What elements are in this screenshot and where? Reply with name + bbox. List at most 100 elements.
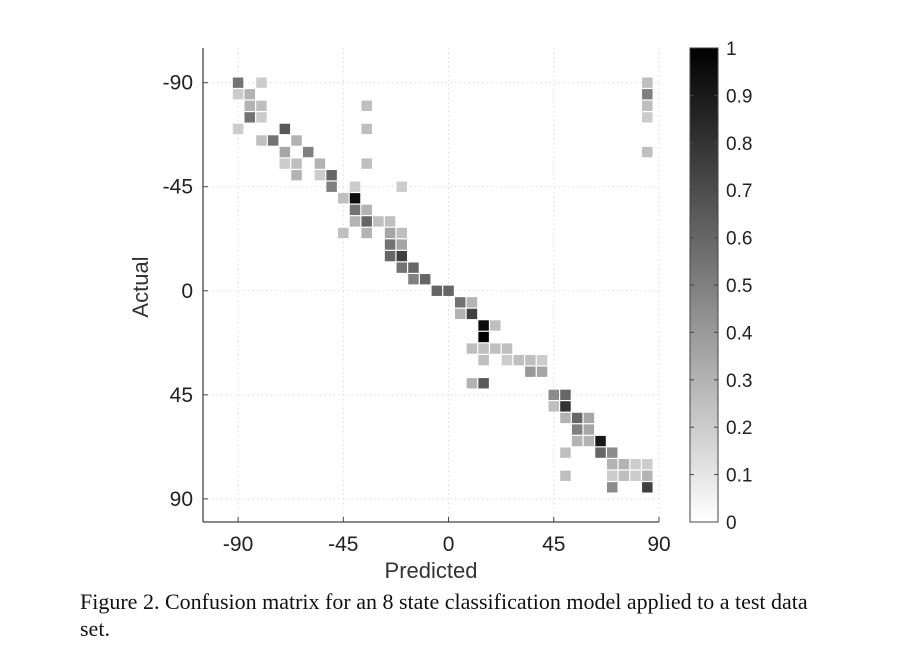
heatmap-cell: [642, 112, 653, 123]
heatmap-cell: [443, 285, 454, 296]
colorbar-tick-label: 0.1: [726, 466, 752, 487]
heatmap-cell: [642, 459, 653, 470]
heatmap-cell: [361, 123, 372, 135]
heatmap-cell: [630, 470, 641, 481]
heatmap-cell: [454, 308, 466, 320]
heatmap-cell: [513, 354, 524, 366]
y-tick-label: -90: [163, 72, 193, 95]
heatmap-cell: [571, 435, 583, 447]
heatmap-cell: [244, 112, 256, 123]
heatmap-cell: [595, 447, 606, 458]
heatmap-cell: [384, 216, 396, 227]
heatmap-cell: [361, 216, 372, 227]
heatmap-cell: [548, 401, 560, 412]
heatmap-cell: [490, 343, 501, 354]
heatmap-cell: [431, 285, 443, 296]
heatmap-cell: [291, 158, 302, 169]
colorbar-tick-label: 0.8: [726, 134, 752, 155]
heatmap-cell: [314, 169, 326, 181]
colorbar-tick-label: 0.2: [726, 418, 752, 439]
x-tick-label: 0: [443, 533, 455, 556]
x-axis-label: Predicted: [385, 558, 478, 583]
heatmap-cell: [606, 470, 618, 481]
heatmap-cell: [583, 412, 595, 424]
heatmap-cell: [349, 181, 361, 192]
x-tick-label: 45: [542, 533, 565, 556]
heatmap-cell: [384, 227, 396, 239]
figure-caption: Figure 2. Confusion matrix for an 8 stat…: [80, 589, 808, 641]
heatmap-cell: [490, 320, 501, 331]
heatmap-cell: [525, 354, 536, 366]
heatmap-cell: [466, 378, 478, 389]
heatmap-cell: [466, 297, 478, 308]
colorbar-tick-label: 0.6: [726, 229, 752, 250]
heatmap-cell: [349, 204, 361, 216]
heatmap-cell: [408, 274, 419, 285]
heatmap-cell: [642, 77, 653, 88]
heatmap-cell: [291, 135, 302, 146]
heatmap-cell: [384, 250, 396, 262]
heatmap-cell: [560, 447, 571, 458]
heatmap-cell: [536, 366, 548, 377]
heatmap-cell: [256, 100, 267, 111]
heatmap-cell: [466, 308, 478, 320]
heatmap-cell: [349, 216, 361, 227]
heatmap-cell: [349, 193, 361, 204]
heatmap-cell: [583, 424, 595, 435]
heatmap-cell: [478, 378, 489, 389]
heatmap-cell: [256, 112, 267, 123]
colorbar-ticks: 0 0.1 0.2 0.3 0.4 0.5 0.6 0.7 0.8 0.9 1: [690, 39, 753, 534]
heatmap-cell: [361, 158, 372, 169]
heatmap-cell: [642, 89, 653, 100]
colorbar-tick-label: 0.4: [726, 323, 753, 344]
grid-lines: [203, 48, 660, 522]
x-tick-label: -90: [223, 533, 253, 556]
heatmap-cell: [244, 89, 256, 100]
heatmap-cell: [642, 482, 653, 493]
heatmap-cell: [361, 100, 372, 111]
heatmap-cell: [279, 146, 291, 158]
heatmap-cell: [338, 227, 349, 239]
heatmap-cell: [583, 435, 595, 447]
y-tick-label: 90: [170, 488, 193, 511]
colorbar: [689, 47, 719, 523]
heatmap-cell: [232, 77, 244, 88]
heatmap-cell: [571, 424, 583, 435]
y-tick-label: -45: [163, 176, 193, 199]
heatmap-cell: [291, 169, 302, 181]
heatmap-cell: [256, 135, 267, 146]
x-ticks: -90 -45 0 45 90: [223, 517, 671, 556]
heatmap-cell: [454, 297, 466, 308]
heatmap-cell: [560, 470, 571, 481]
heatmap-cell: [373, 216, 384, 227]
heatmap-cell: [501, 354, 513, 366]
colorbar-tick-label: 0.7: [726, 181, 752, 202]
heatmap-cell: [595, 435, 606, 447]
heatmap-cell: [618, 470, 630, 481]
x-tick-label: -45: [328, 533, 358, 556]
heatmap-cell: [326, 181, 337, 192]
heatmap-cell: [606, 447, 618, 458]
heatmap-cell: [560, 412, 571, 424]
heatmap-cell: [302, 146, 314, 158]
heatmap-cell: [642, 100, 653, 111]
confusion-matrix-figure: -90 -45 0 45 90 -90 -45 0 45 90 Predicted Actual…: [128, 39, 753, 583]
heatmap-cell: [548, 389, 560, 401]
heatmap-cell: [525, 366, 536, 377]
heatmap-cell: [279, 123, 291, 135]
y-axis-label: Actual: [128, 256, 153, 317]
heatmap-cell: [501, 343, 513, 354]
heatmap-cell: [642, 470, 653, 481]
heatmap-cell: [232, 123, 244, 135]
heatmap-cell: [478, 354, 489, 366]
heatmap-cell: [536, 354, 548, 366]
heatmap-cells: [232, 77, 653, 493]
heatmap-cell: [314, 158, 326, 169]
heatmap-cell: [560, 389, 571, 401]
heatmap-cell: [232, 89, 244, 100]
heatmap-cell: [361, 204, 372, 216]
heatmap-cell: [606, 459, 618, 470]
y-tick-label: 0: [181, 280, 193, 303]
heatmap-cell: [408, 262, 419, 273]
heatmap-cell: [606, 482, 618, 493]
